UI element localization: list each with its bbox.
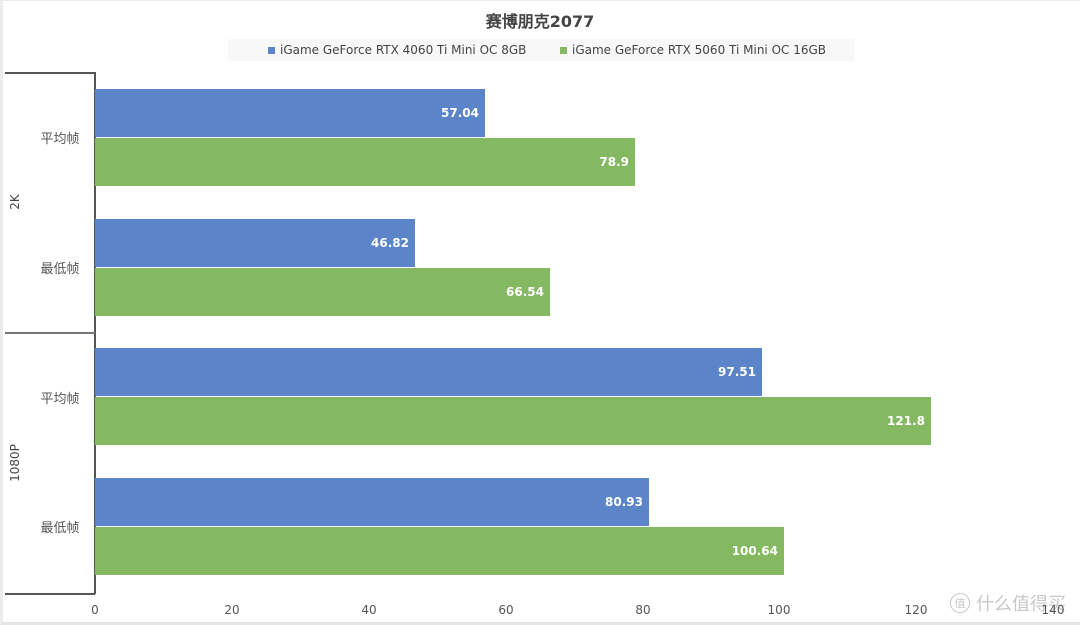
x-tick: 100 [767, 603, 791, 617]
bar-value-label: 66.54 [506, 285, 544, 299]
legend-label: iGame GeForce RTX 4060 Ti Mini OC 8GB [280, 43, 527, 57]
category-label: 平均帧 [40, 392, 80, 407]
watermark-logo-icon: 值 [950, 593, 970, 613]
bar-4060-1080p-min: 80.93 [95, 478, 649, 526]
x-tick: 60 [498, 603, 514, 617]
bar-4060-2k-avg: 57.04 [95, 89, 485, 137]
x-tick: 140 [1041, 603, 1065, 617]
legend-item-5060: iGame GeForce RTX 5060 Ti Mini OC 16GB [560, 43, 826, 57]
legend-swatch-blue-icon [268, 46, 275, 54]
bar-5060-1080p-min: 100.64 [95, 527, 784, 575]
group-divider [5, 332, 95, 334]
bar-5060-2k-avg: 78.9 [95, 138, 635, 186]
bar-value-label: 121.8 [887, 414, 925, 428]
group-label-1080p: 1080P [8, 444, 22, 482]
bar-value-label: 78.9 [599, 155, 629, 169]
legend-label: iGame GeForce RTX 5060 Ti Mini OC 16GB [572, 43, 827, 57]
category-label: 最低帧 [40, 262, 80, 277]
x-tick: 120 [904, 603, 928, 617]
bar-value-label: 100.64 [731, 544, 778, 558]
bar-value-label: 97.51 [718, 365, 756, 379]
x-tick: 20 [224, 603, 240, 617]
group-label-2k: 2K [8, 194, 22, 210]
group-bottom-border [5, 593, 95, 595]
watermark: 值 什么值得买 [950, 590, 1066, 616]
legend: iGame GeForce RTX 4060 Ti Mini OC 8GB iG… [228, 39, 854, 61]
bar-value-label: 80.93 [605, 495, 643, 509]
category-label: 平均帧 [40, 132, 80, 147]
x-tick: 0 [91, 603, 99, 617]
x-tick: 40 [361, 603, 377, 617]
chart-title: 赛博朋克2077 [485, 12, 595, 31]
bar-5060-2k-min: 66.54 [95, 268, 550, 316]
x-tick: 80 [635, 603, 651, 617]
group-top-border [5, 72, 95, 74]
bar-value-label: 46.82 [371, 236, 409, 250]
category-label: 最低帧 [40, 521, 80, 536]
bar-4060-2k-min: 46.82 [95, 219, 415, 267]
bar-5060-1080p-avg: 121.8 [95, 397, 931, 445]
bar-4060-1080p-avg: 97.51 [95, 348, 762, 396]
watermark-text: 什么值得买 [976, 594, 1066, 615]
bar-value-label: 57.04 [441, 106, 479, 120]
legend-swatch-green-icon [560, 46, 567, 54]
legend-item-4060: iGame GeForce RTX 4060 Ti Mini OC 8GB [268, 43, 526, 57]
